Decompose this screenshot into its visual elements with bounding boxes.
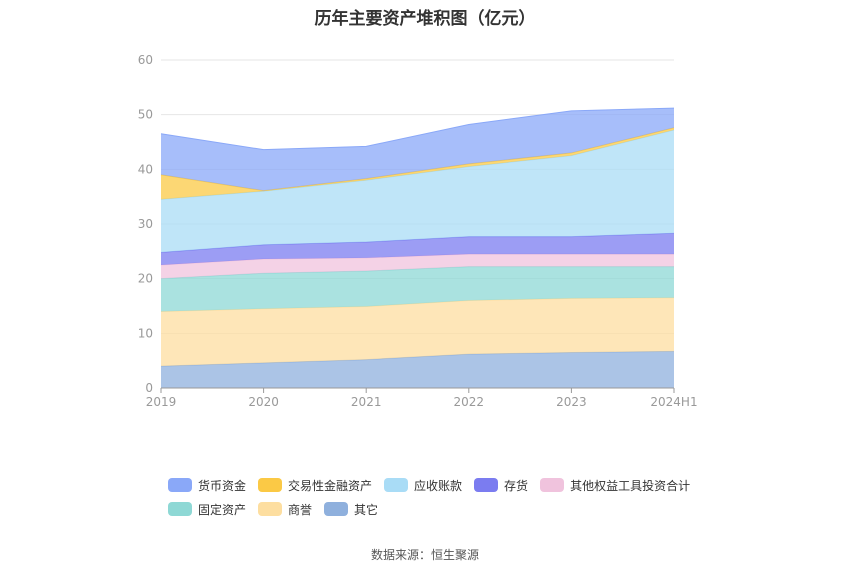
legend-item[interactable]: 其他权益工具投资合计: [540, 477, 690, 494]
area-series-交易性金融资产: [161, 127, 674, 200]
x-tick-label: 2023: [556, 395, 587, 409]
legend-label: 固定资产: [198, 502, 247, 517]
area-edge-货币资金: [160, 107, 675, 151]
y-tick-label: 50: [138, 108, 153, 122]
legend-item[interactable]: 其它: [324, 501, 378, 518]
legend-swatch: [168, 478, 192, 492]
area-series-其他权益工具投资合计: [161, 254, 674, 279]
legend-item[interactable]: 固定资产: [168, 501, 246, 518]
legend-row: 货币资金 交易性金融资产 应收账款 存货 其他权益工具投资合计: [168, 473, 728, 497]
legend: 货币资金 交易性金融资产 应收账款 存货 其他权益工具投资合计固定资产 商誉 其它: [168, 473, 728, 521]
y-tick-label: 10: [138, 326, 153, 340]
legend-label: 商誉: [288, 502, 313, 517]
area-edge-存货: [160, 232, 675, 253]
legend-label: 应收账款: [414, 478, 463, 493]
y-tick-label: 20: [138, 272, 153, 286]
axes: 0 10 20 30 40 50 60 2019 2020 2021 2022 2023 2024H1: [138, 53, 698, 409]
legend-item[interactable]: 存货: [474, 477, 528, 494]
legend-swatch: [258, 502, 283, 516]
area-series-应收账款: [161, 129, 674, 253]
legend-item[interactable]: 交易性金融资产: [258, 477, 372, 494]
y-tick-label: 0: [145, 381, 153, 395]
legend-label: 货币资金: [198, 478, 247, 493]
x-tick-label: 2024H1: [650, 395, 697, 409]
area-series-商誉: [161, 297, 674, 367]
data-source: 数据来源：恒生聚源: [370, 548, 479, 562]
legend-swatch: [540, 478, 565, 492]
x-tick-label: 2021: [351, 395, 382, 409]
chart-title: 历年主要资产堆积图（亿元）: [314, 9, 536, 29]
legend-label: 其它: [354, 502, 379, 517]
legend-swatch: [258, 478, 283, 492]
area-series-存货: [161, 233, 674, 265]
y-tick-label: 60: [138, 53, 153, 67]
stacked-area-chart: 0 10 20 30 40 50 60 2019 2020 2021 2022 2023 2024H1: [138, 53, 698, 409]
legend-item[interactable]: 应收账款: [384, 477, 462, 494]
x-tick-label: 2020: [248, 395, 279, 409]
legend-swatch: [168, 502, 192, 516]
legend-swatch: [384, 478, 409, 492]
legend-label: 交易性金融资产: [288, 478, 373, 493]
x-tick-label: 2019: [146, 395, 177, 409]
legend-label: 存货: [504, 478, 529, 493]
legend-swatch: [474, 478, 499, 492]
y-tick-label: 30: [138, 217, 153, 231]
y-tick-label: 40: [138, 162, 153, 176]
legend-item[interactable]: 商誉: [258, 501, 312, 518]
area-series-其它: [161, 351, 674, 388]
area-series-货币资金: [161, 108, 674, 191]
area-series: [160, 107, 675, 388]
legend-row: 固定资产 商誉 其它: [168, 497, 728, 521]
legend-item[interactable]: 货币资金: [168, 477, 246, 494]
area-series-固定资产: [161, 266, 674, 312]
x-tick-label: 2022: [454, 395, 485, 409]
legend-label: 其他权益工具投资合计: [570, 478, 691, 493]
legend-swatch: [324, 502, 349, 516]
